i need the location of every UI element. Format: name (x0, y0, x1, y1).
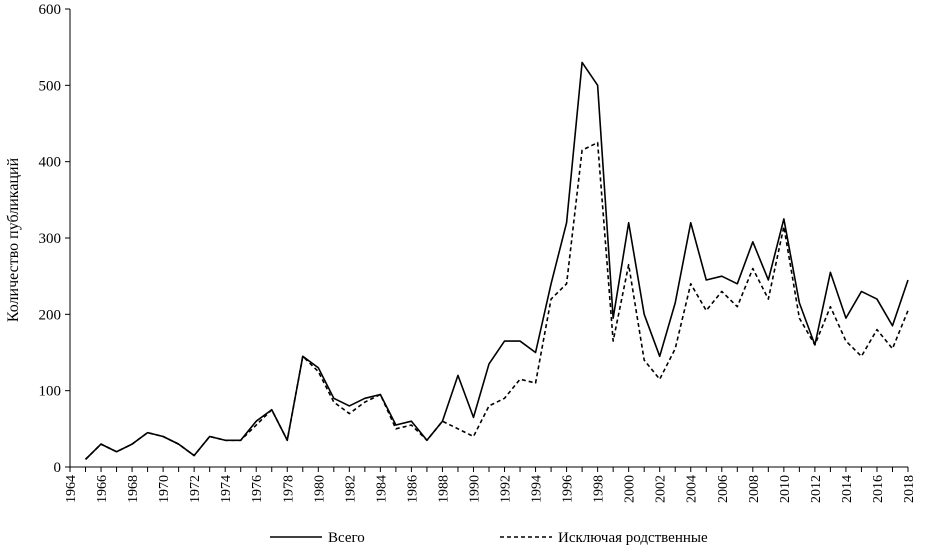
x-tick-label: 1990 (467, 475, 482, 503)
y-tick-label: 400 (39, 155, 62, 171)
x-tick-label: 2010 (778, 475, 793, 503)
x-tick-label: 1968 (126, 475, 141, 503)
x-tick-label: 1980 (312, 475, 327, 503)
series-layer (84, 61, 909, 460)
y-tick-label: 300 (39, 231, 62, 247)
x-tick-label: 2006 (716, 475, 731, 503)
x-tick-label: 1988 (436, 475, 451, 503)
x-tick-label: 1984 (374, 475, 389, 503)
x-tick-label: 1978 (281, 475, 296, 503)
legend-label: Исключая родственные (558, 530, 708, 546)
series-line-excluding-related (84, 141, 909, 460)
x-tick-label: 2002 (654, 475, 669, 503)
y-tick-label: 0 (54, 460, 62, 476)
legend: Всего Исключая родственные (270, 530, 708, 546)
y-tick-label: 600 (39, 2, 62, 18)
series-line-total (84, 61, 909, 460)
x-tick-label: 1976 (250, 475, 265, 503)
axes: 0 100 200 300 400 500 600 1964 1966 1968 1970 1972 1… (39, 2, 918, 503)
x-tick-label: 1966 (95, 475, 110, 503)
y-tick-label: 100 (39, 384, 62, 400)
x-tick-label: 1998 (592, 475, 607, 503)
x-tick-label: 2004 (685, 475, 700, 503)
y-tick-label: 500 (39, 78, 62, 94)
x-tick-label: 1972 (188, 475, 203, 503)
x-tick-label: 2014 (840, 475, 855, 503)
y-axis-label: Количество публикаций (5, 157, 22, 322)
x-tick-label: 2008 (747, 475, 762, 503)
x-tick-label: 1994 (530, 475, 545, 503)
legend-label: Всего (328, 530, 365, 546)
x-tick-label: 1964 (64, 475, 79, 503)
x-tick-label: 1982 (343, 475, 358, 503)
x-tick-label: 1970 (157, 475, 172, 503)
x-tick-label: 2016 (871, 475, 886, 503)
x-tick-label: 1992 (499, 475, 514, 503)
y-tick-label: 200 (39, 307, 62, 323)
x-tick-label: 2012 (809, 475, 824, 503)
x-tick-label: 1986 (405, 475, 420, 503)
x-tick-label: 2000 (623, 475, 638, 503)
x-tick-label: 2018 (902, 475, 917, 503)
x-tick-label: 1974 (219, 475, 234, 503)
x-tick-label: 1996 (561, 475, 576, 503)
